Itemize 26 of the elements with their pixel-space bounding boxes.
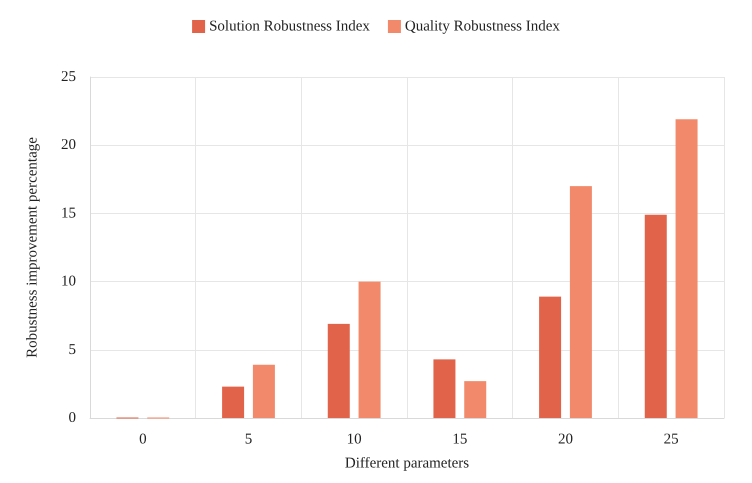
x-tick-label: 15 [452, 432, 468, 448]
bar [539, 296, 562, 418]
y-tick-label: 0 [68, 410, 76, 426]
bar [358, 282, 381, 418]
legend-label: Solution Robustness Index [209, 18, 370, 34]
x-tick-label: 5 [244, 432, 252, 448]
bar [644, 214, 667, 418]
y-axis-title: Robustness improvement percentage [24, 136, 40, 358]
y-tick-label: 15 [61, 205, 76, 222]
y-tick-label: 10 [61, 274, 76, 290]
bar [252, 364, 275, 418]
bar [433, 359, 456, 418]
x-tick-label: 10 [346, 432, 362, 448]
x-tick-label: 0 [139, 432, 147, 448]
x-axis-title: Different parameters [344, 456, 470, 472]
legend-label: Quality Robustness Index [404, 18, 560, 34]
bar [464, 381, 486, 418]
x-tick-label: 20 [558, 432, 573, 448]
bar [570, 186, 592, 418]
bar [222, 386, 244, 418]
bar [328, 324, 350, 418]
bar [676, 119, 698, 418]
x-tick-label: 25 [664, 432, 679, 448]
y-tick-label: 5 [68, 342, 76, 358]
y-tick-label: 20 [61, 137, 76, 154]
y-tick-label: 25 [61, 69, 76, 85]
